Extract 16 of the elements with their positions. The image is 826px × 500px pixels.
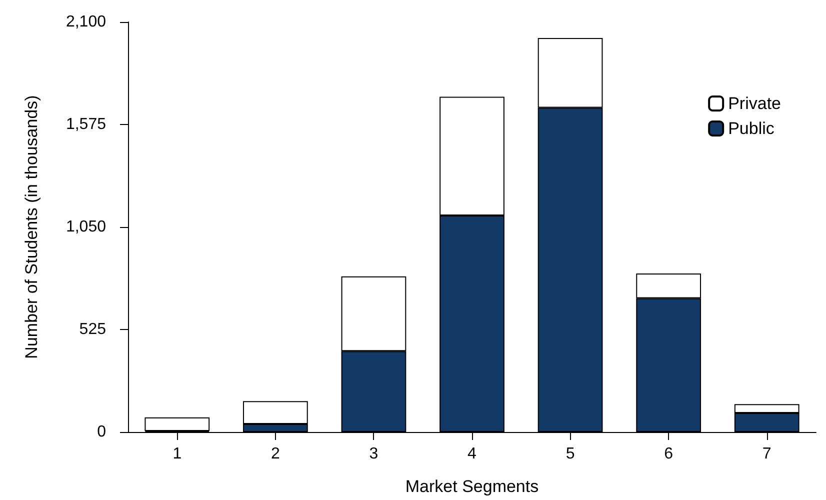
x-tick-label: 5 [566,446,575,462]
y-tick-label: 1,575 [66,116,106,133]
x-tick-label: 7 [762,446,772,462]
legend-label: Private [728,94,782,113]
x-tick-label: 1 [172,446,182,462]
y-tick-label: 2,100 [66,14,106,30]
x-tick-label: 2 [270,446,280,462]
y-tick-label: 525 [79,321,106,338]
y-tick-label: 0 [97,424,106,440]
x-axis-title: Market Segments [405,477,539,496]
x-tick-label: 3 [369,446,378,462]
y-tick-label: 1,050 [66,218,106,236]
x-tick-label: 4 [468,446,477,462]
x-tick-label: 6 [664,446,674,462]
y-axis-title: Number of Students (in thousands) [22,95,41,359]
legend-label: Public [728,119,775,138]
